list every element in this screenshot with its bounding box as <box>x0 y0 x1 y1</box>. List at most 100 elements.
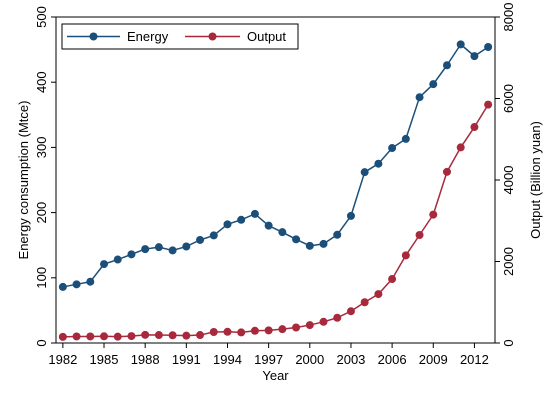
left-tick-label: 100 <box>34 267 49 289</box>
data-point-energy <box>72 280 81 289</box>
data-point-output <box>319 317 328 326</box>
right-tick-label: 2000 <box>501 247 516 276</box>
data-point-energy <box>374 159 383 168</box>
x-tick-label: 1997 <box>254 352 283 367</box>
left-tick-label: 500 <box>34 6 49 28</box>
data-point-energy <box>154 243 163 252</box>
data-point-output <box>223 327 232 336</box>
data-point-energy <box>470 52 479 61</box>
x-tick-label: 1985 <box>90 352 119 367</box>
x-tick-label: 2003 <box>336 352 365 367</box>
data-point-output <box>100 332 109 341</box>
data-point-output <box>86 332 95 341</box>
data-point-energy <box>100 260 109 269</box>
data-point-energy <box>250 209 259 218</box>
data-point-output <box>72 332 81 341</box>
y-axis-title-left: Energy consumption (Mtce) <box>16 101 31 260</box>
data-point-energy <box>86 277 95 286</box>
right-tick-label: 8000 <box>501 3 516 32</box>
data-point-output <box>168 331 177 340</box>
data-point-energy <box>168 246 177 255</box>
x-tick-label: 1994 <box>213 352 242 367</box>
series-output <box>58 100 493 341</box>
left-axis-ticks: 0 100 200 300 400 500 <box>34 6 56 347</box>
data-point-energy <box>415 93 424 102</box>
data-point-output <box>264 326 273 335</box>
left-tick-label: 300 <box>34 137 49 159</box>
data-point-output <box>360 298 369 307</box>
data-point-energy <box>223 220 232 229</box>
data-point-energy <box>127 250 136 259</box>
x-tick-label: 1982 <box>48 352 77 367</box>
data-point-output <box>127 332 136 341</box>
left-tick-label: 400 <box>34 71 49 93</box>
data-point-energy <box>292 235 301 244</box>
data-point-output <box>442 167 451 176</box>
data-point-output <box>209 327 218 336</box>
right-tick-label: 0 <box>501 339 516 346</box>
right-axis-ticks: 0 2000 4000 6000 8000 <box>495 3 516 347</box>
x-tick-label: 2009 <box>419 352 448 367</box>
data-point-output <box>250 326 259 335</box>
data-point-energy <box>305 241 314 250</box>
data-point-energy <box>264 221 273 230</box>
data-point-output <box>237 328 246 337</box>
data-point-output <box>484 100 493 109</box>
legend-swatch-energy-marker <box>89 32 98 41</box>
data-point-energy <box>237 215 246 224</box>
data-point-energy <box>333 230 342 239</box>
x-tick-label: 2006 <box>378 352 407 367</box>
data-point-energy <box>429 80 438 89</box>
data-point-energy <box>319 239 328 248</box>
data-point-output <box>346 307 355 316</box>
legend-label-energy: Energy <box>127 29 169 44</box>
data-point-output <box>333 313 342 322</box>
data-point-energy <box>196 235 205 244</box>
data-point-output <box>429 210 438 219</box>
data-point-output <box>456 143 465 152</box>
x-tick-label: 2000 <box>295 352 324 367</box>
left-tick-label: 200 <box>34 202 49 224</box>
data-point-energy <box>58 282 67 291</box>
data-point-output <box>113 332 122 341</box>
data-point-output <box>278 325 287 334</box>
series-energy <box>58 40 493 291</box>
x-tick-label: 1991 <box>172 352 201 367</box>
x-tick-label: 2012 <box>460 352 489 367</box>
data-point-energy <box>113 255 122 264</box>
data-point-energy <box>346 211 355 220</box>
y-axis-title-right: Output (Billion yuan) <box>528 121 543 239</box>
x-axis-ticks: 1982 1985 1988 1991 1994 1997 2000 2003 2006 2009… <box>48 343 489 367</box>
data-point-output <box>292 323 301 332</box>
data-point-output <box>141 330 150 339</box>
data-point-energy <box>484 42 493 51</box>
data-point-output <box>182 331 191 340</box>
data-point-output <box>196 331 205 340</box>
data-point-energy <box>401 134 410 143</box>
data-point-output <box>470 123 479 132</box>
data-point-output <box>415 231 424 240</box>
data-point-energy <box>209 231 218 240</box>
data-point-output <box>154 331 163 340</box>
x-axis-title: Year <box>262 368 289 383</box>
data-point-energy <box>388 144 397 153</box>
x-tick-label: 1988 <box>131 352 160 367</box>
legend-label-output: Output <box>247 29 286 44</box>
data-point-energy <box>360 168 369 177</box>
data-point-output <box>305 321 314 330</box>
data-point-energy <box>141 245 150 254</box>
data-point-output <box>388 275 397 284</box>
legend-swatch-output-marker <box>208 32 217 41</box>
right-tick-label: 4000 <box>501 166 516 195</box>
right-tick-label: 6000 <box>501 84 516 113</box>
data-point-output <box>58 332 67 341</box>
data-point-output <box>374 290 383 299</box>
data-point-energy <box>182 242 191 251</box>
legend: Energy Output <box>61 23 299 50</box>
left-tick-label: 0 <box>34 339 49 346</box>
data-point-energy <box>456 40 465 49</box>
data-point-output <box>401 251 410 260</box>
data-point-energy <box>442 61 451 70</box>
